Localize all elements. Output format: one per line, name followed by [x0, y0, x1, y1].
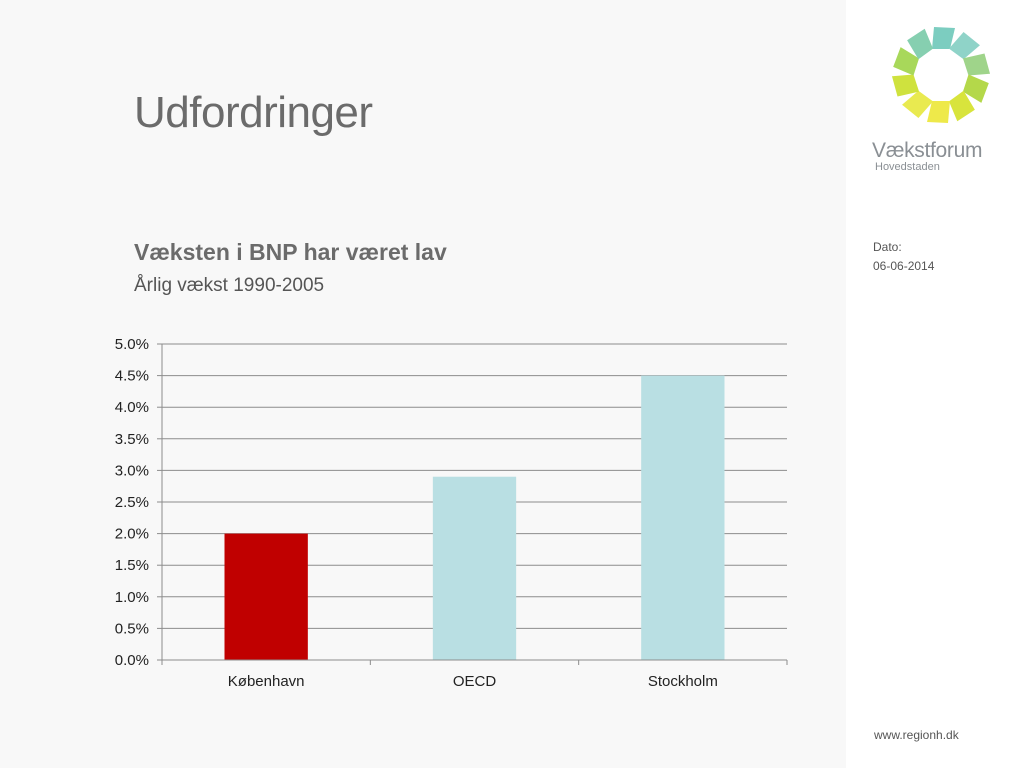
chart-subheading: Årlig vækst 1990-2005: [134, 275, 325, 296]
y-tick-label: 1.5%: [115, 557, 149, 574]
x-tick-labels: København OECD Stockholm: [228, 673, 718, 690]
y-tick-label: 4.5%: [115, 368, 149, 385]
chart-heading: Væksten i BNP har været lav: [134, 239, 447, 265]
bar-københavn: [224, 533, 308, 660]
bars: [224, 375, 725, 660]
bar-stockholm: [641, 375, 725, 660]
y-tick-label: 5.0%: [115, 336, 149, 353]
bar-oecd: [432, 476, 517, 660]
x-tick-label: OECD: [453, 673, 497, 690]
y-tick-label: 1.0%: [115, 589, 149, 606]
y-tick-label: 4.0%: [115, 399, 149, 416]
sidebar-panel: [846, 0, 1024, 768]
y-tick-label: 3.0%: [115, 462, 149, 479]
logo-subtitle: Hovedstaden: [875, 161, 940, 173]
date-label: Dato:: [873, 240, 902, 254]
slide-title: Udfordringer: [134, 88, 373, 137]
vaekstforum-flower-logo-icon: [891, 27, 991, 123]
axes: [157, 343, 788, 665]
y-tick-label: 0.5%: [115, 620, 149, 637]
y-tick-label: 0.0%: [115, 652, 149, 669]
logo-wordmark: Vækstforum: [872, 139, 983, 162]
y-tick-label: 2.5%: [115, 494, 149, 511]
y-tick-labels: 0.0% 0.5% 1.0% 1.5% 2.0% 2.5% 3.0% 3.5% 4.0% 4.5%…: [115, 336, 149, 669]
x-tick-label: København: [228, 673, 305, 690]
bar-chart: 0.0% 0.5% 1.0% 1.5% 2.0% 2.5% 3.0% 3.5% 4.0% 4.5%…: [115, 336, 788, 690]
y-tick-label: 3.5%: [115, 431, 149, 448]
y-tick-label: 2.0%: [115, 526, 149, 543]
date-value: 06-06-2014: [873, 259, 935, 273]
x-tick-label: Stockholm: [648, 673, 718, 690]
website-link[interactable]: www.regionh.dk: [874, 728, 959, 742]
